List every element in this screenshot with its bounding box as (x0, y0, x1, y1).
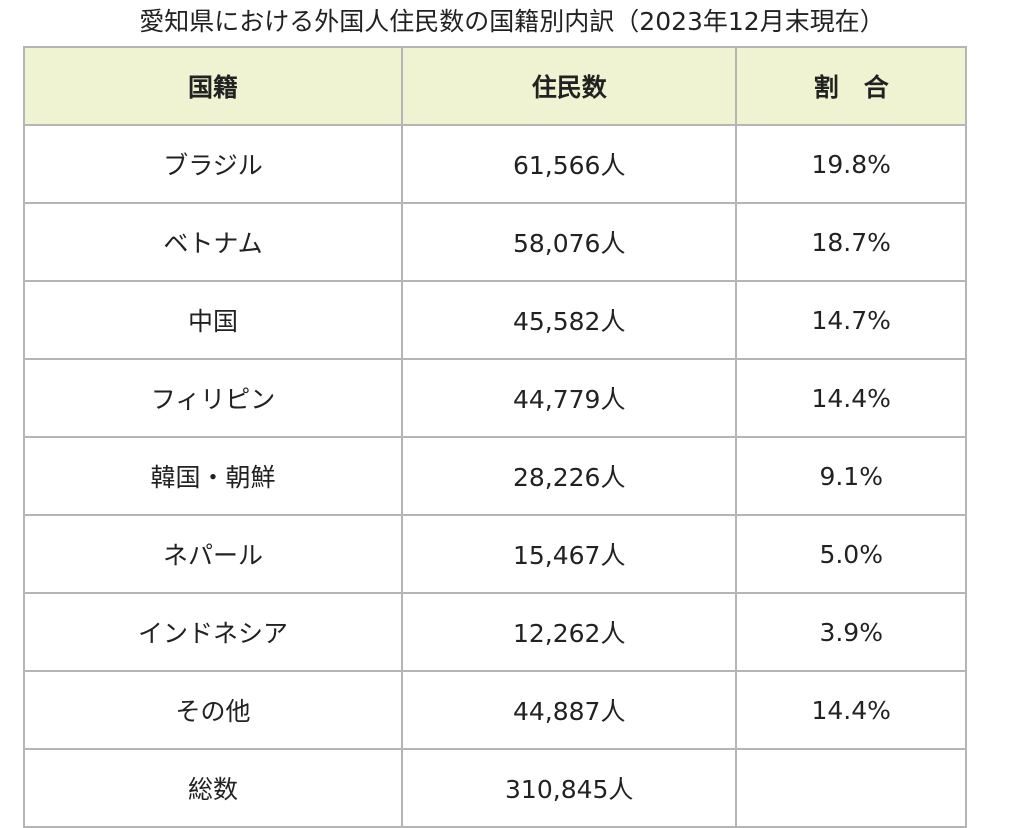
residents-cell: 44,887人 (401, 670, 738, 750)
residents-cell: 28,226人 (401, 436, 738, 516)
header-row: 国籍 住民数 割 合 (22, 46, 967, 126)
nationality-cell: インドネシア (22, 592, 404, 672)
nationality-cell: ネパール (22, 514, 404, 594)
nationality-table: 国籍 住民数 割 合 ブラジル 61,566人 19.8% ベトナム 58,076人 18… (22, 46, 967, 828)
header-nationality: 国籍 (22, 46, 404, 126)
share-cell (735, 748, 967, 828)
header-share: 割 合 (735, 46, 967, 126)
residents-cell: 310,845人 (401, 748, 738, 828)
nationality-cell: 総数 (22, 748, 404, 828)
table-row: 韓国・朝鮮 28,226人 9.1% (22, 436, 967, 516)
nationality-cell: フィリピン (22, 358, 404, 438)
residents-cell: 12,262人 (401, 592, 738, 672)
nationality-cell: その他 (22, 670, 404, 750)
nationality-cell: 韓国・朝鮮 (22, 436, 404, 516)
share-cell: 14.7% (735, 280, 967, 360)
table-row: ネパール 15,467人 5.0% (22, 514, 967, 594)
table-title: 愛知県における外国人住民数の国籍別内訳（2023年12月末現在） (139, 7, 885, 36)
nationality-cell: ベトナム (22, 202, 404, 282)
share-cell: 9.1% (735, 436, 967, 516)
share-cell: 19.8% (735, 124, 967, 204)
residents-cell: 44,779人 (401, 358, 738, 438)
residents-cell: 58,076人 (401, 202, 738, 282)
table-row: その他 44,887人 14.4% (22, 670, 967, 750)
share-cell: 14.4% (735, 358, 967, 438)
table-row: 総数 310,845人 (22, 748, 967, 828)
table-row: ブラジル 61,566人 19.8% (22, 124, 967, 204)
share-cell: 3.9% (735, 592, 967, 672)
share-cell: 14.4% (735, 670, 967, 750)
table-row: フィリピン 44,779人 14.4% (22, 358, 967, 438)
nationality-cell: ブラジル (22, 124, 404, 204)
share-cell: 18.7% (735, 202, 967, 282)
residents-cell: 45,582人 (401, 280, 738, 360)
table-row: 中国 45,582人 14.7% (22, 280, 967, 360)
table-row: インドネシア 12,262人 3.9% (22, 592, 967, 672)
share-cell: 5.0% (735, 514, 967, 594)
residents-cell: 15,467人 (401, 514, 738, 594)
table-row: ベトナム 58,076人 18.7% (22, 202, 967, 282)
residents-cell: 61,566人 (401, 124, 738, 204)
header-residents: 住民数 (401, 46, 738, 126)
nationality-cell: 中国 (22, 280, 404, 360)
